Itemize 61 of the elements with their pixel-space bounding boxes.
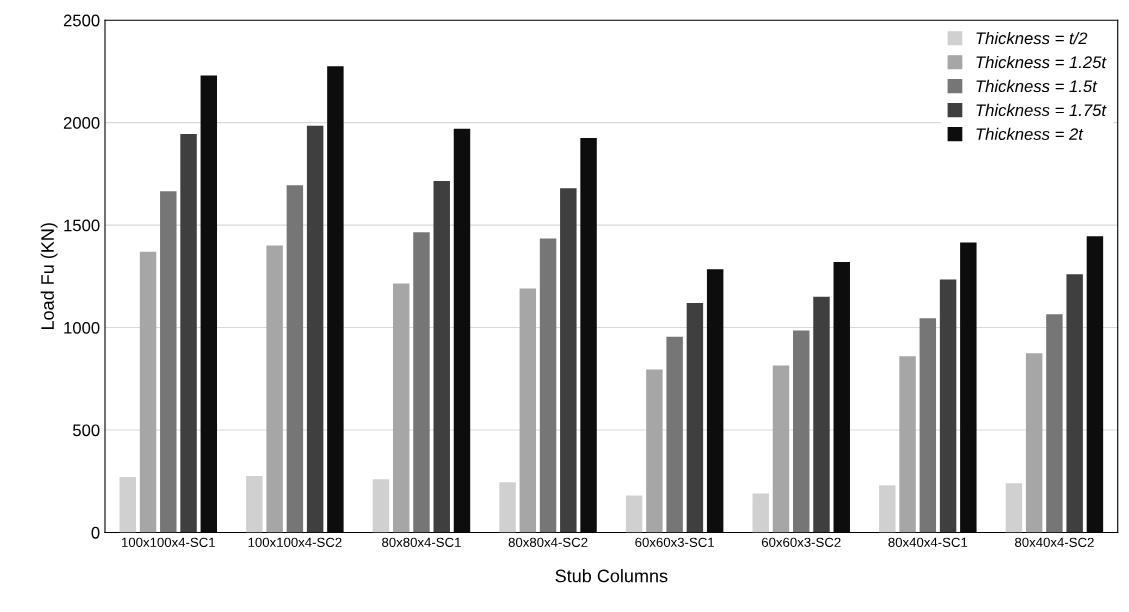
y-axis-title: Load Fu (KN): [40, 223, 58, 330]
x-tick-label: 80x40x4-SC2: [1015, 537, 1094, 547]
bar: [1086, 236, 1104, 533]
bar: [286, 185, 304, 533]
bar: [899, 356, 916, 533]
bar: [246, 476, 263, 533]
legend-label: Thickness = 1.5t: [976, 79, 1098, 93]
x-tick-label: 100x100x4-SC1: [121, 537, 215, 547]
bar: [160, 191, 177, 533]
x-tick-label: 100x100x4-SC2: [248, 537, 342, 547]
x-tick-label: 60x60x3-SC2: [761, 537, 841, 547]
bar: [666, 336, 683, 533]
bar: [499, 482, 516, 533]
bar: [266, 245, 283, 533]
y-tick-label: 1500: [64, 219, 100, 232]
bar: [1066, 274, 1083, 533]
bar: [1005, 483, 1023, 533]
bar: [706, 269, 724, 533]
bar: [539, 238, 557, 533]
y-tick-label: 500: [73, 424, 100, 437]
y-tick-label: 0: [91, 526, 100, 539]
bar: [306, 125, 324, 533]
bar: [625, 495, 643, 533]
bar: [752, 493, 769, 533]
legend-label: Thickness = 2t: [976, 127, 1084, 141]
bar: [833, 261, 850, 533]
bar: [1046, 314, 1063, 533]
bar: [793, 330, 810, 533]
bar: [119, 477, 137, 533]
bar: [580, 138, 597, 533]
legend-label: Thickness = t/2: [976, 31, 1088, 45]
bar: [139, 251, 157, 533]
bar: [919, 318, 937, 533]
bar: [939, 279, 957, 533]
y-tick-label: 1000: [64, 321, 100, 334]
bar: [453, 128, 471, 533]
bar: [180, 133, 197, 533]
bar: [392, 283, 410, 533]
legend-label: Thickness = 1.75t: [976, 103, 1107, 117]
x-tick-label: 80x80x4-SC2: [508, 537, 588, 547]
x-axis-title: Stub Columns: [555, 569, 668, 583]
bar: [560, 188, 577, 533]
bar: [433, 181, 450, 533]
y-tick-label: 2500: [63, 14, 100, 27]
x-tick-label: 60x60x3-SC1: [635, 537, 714, 547]
bar: [772, 365, 790, 533]
bar: [1025, 353, 1043, 533]
bar: [646, 369, 663, 533]
bar: [327, 66, 344, 533]
x-tick-label: 80x80x4-SC1: [382, 537, 461, 547]
x-tick-label: 80x40x4-SC1: [888, 537, 968, 547]
bar: [686, 302, 704, 533]
bar: [960, 242, 977, 533]
bar: [200, 75, 218, 533]
bar: [879, 485, 896, 533]
bar: [813, 296, 830, 533]
bar: [519, 288, 537, 533]
y-tick-label: 2000: [63, 117, 100, 129]
bar: [413, 232, 430, 533]
legend-label: Thickness = 1.25t: [976, 55, 1107, 69]
bar: [372, 479, 390, 533]
